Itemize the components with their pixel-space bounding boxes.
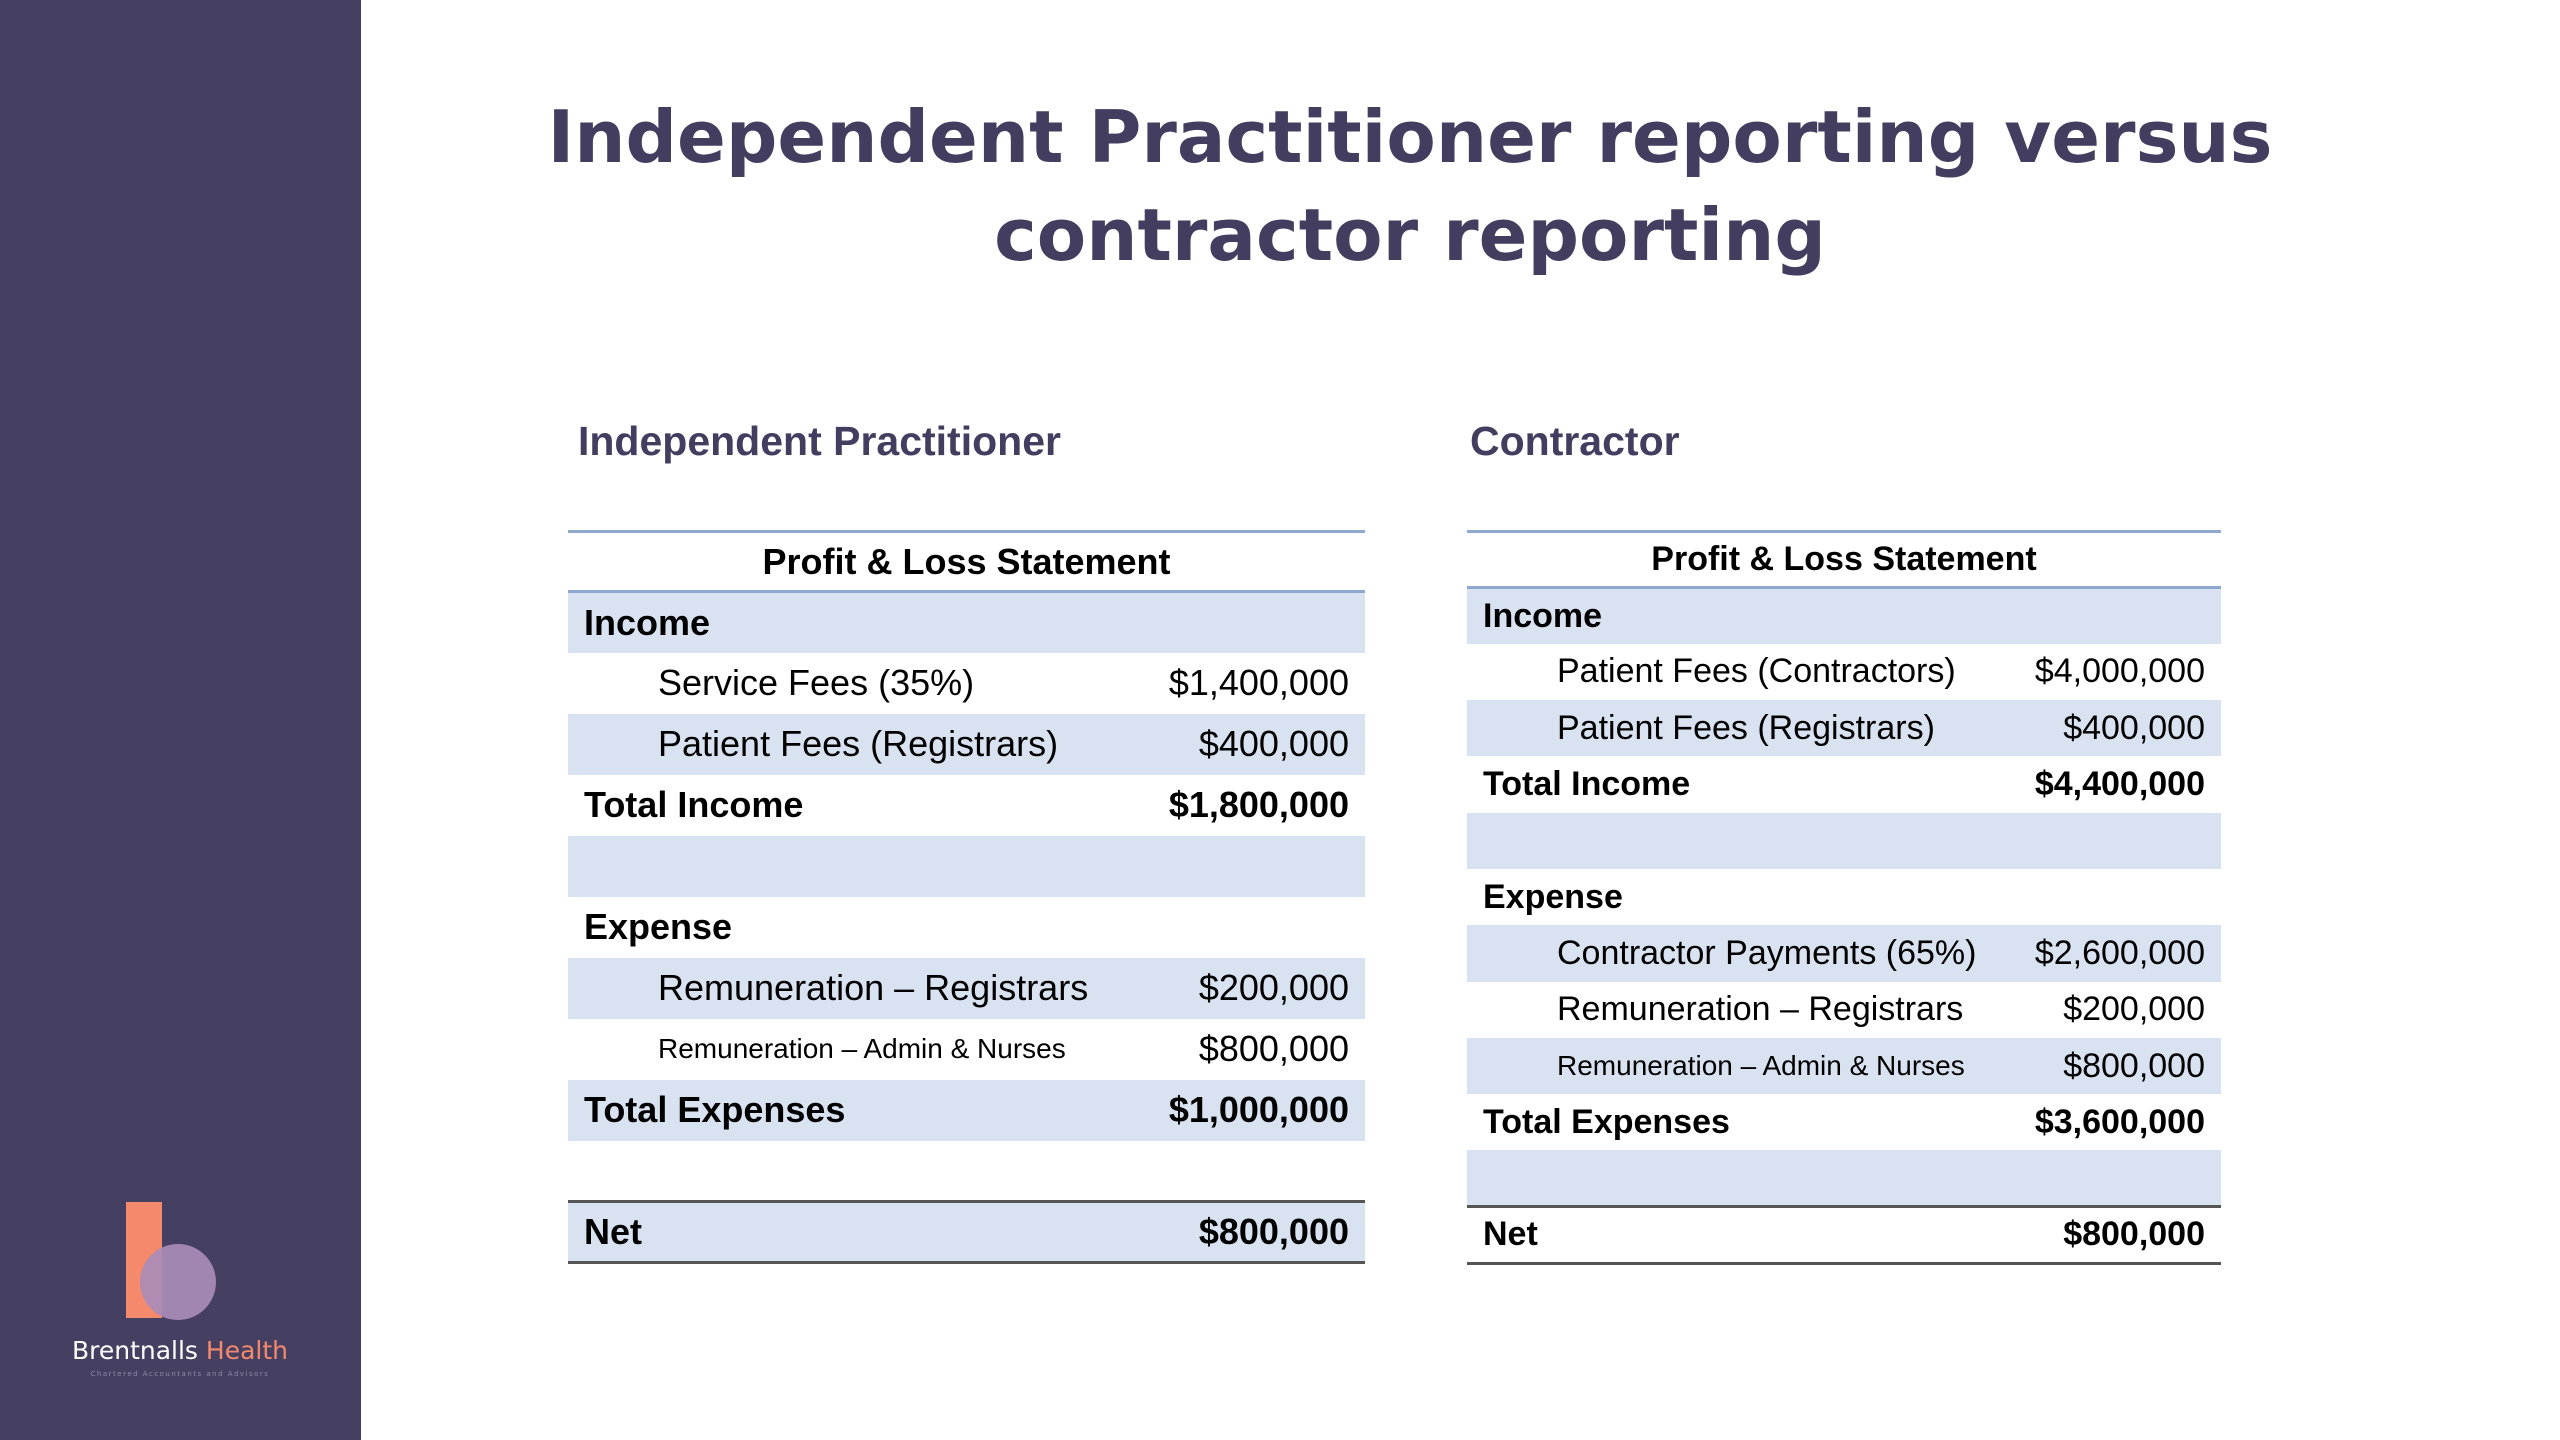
row-value: $200,000 [2063, 990, 2205, 1029]
row-value: $2,600,000 [2034, 933, 2205, 972]
table-row: Patient Fees (Registrars) $400,000 [1467, 700, 2221, 757]
total-expenses-row: Total Expenses $1,000,000 [568, 1079, 1365, 1141]
net-label: Net [1467, 1205, 1844, 1265]
net-value: $800,000 [966, 1200, 1365, 1264]
table-row: Remuneration – Admin & Nurses $800,000 [568, 1019, 1365, 1080]
table-title: Profit & Loss Statement [568, 530, 1365, 593]
table-header-row: Profit & Loss Statement [568, 530, 1365, 593]
table-header-row: Profit & Loss Statement [1467, 530, 2221, 589]
slide-title: Independent Practitioner reporting versu… [460, 88, 2360, 284]
total-expenses-row: Total Expenses $3,600,000 [1467, 1094, 2221, 1150]
row-value: $400,000 [2063, 708, 2205, 747]
contractor-pl-table: Profit & Loss Statement Income Patient F… [1467, 530, 2221, 1265]
expense-label: Expense [1483, 877, 1623, 916]
row-value: $200,000 [1198, 967, 1349, 1008]
total-expenses-value: $3,600,000 [2034, 1102, 2205, 1141]
row-label: Patient Fees (Registrars) [658, 723, 1059, 764]
net-row: Net $800,000 [568, 1200, 1365, 1264]
sidebar-panel: Brentnalls Health Chartered Accountants … [0, 0, 361, 1440]
row-value: $4,000,000 [2034, 652, 2205, 691]
row-value: $800,000 [2063, 1046, 2205, 1085]
spacer-row [1467, 812, 2221, 869]
total-expenses-value: $1,000,000 [1168, 1089, 1349, 1130]
total-income-label: Total Income [584, 784, 804, 825]
table-title: Profit & Loss Statement [1467, 530, 2221, 589]
row-value: $800,000 [1198, 1028, 1349, 1069]
row-label: Remuneration – Registrars [1557, 990, 1964, 1029]
income-label: Income [1483, 596, 1603, 635]
table-row: Patient Fees (Contractors) $4,000,000 [1467, 644, 2221, 700]
row-label: Remuneration – Admin & Nurses [658, 1033, 1066, 1064]
total-expenses-label: Total Expenses [584, 1089, 846, 1130]
expense-label: Expense [584, 906, 733, 947]
net-label: Net [568, 1200, 967, 1264]
row-label: Service Fees (35%) [658, 662, 975, 703]
logo-circle-shape [140, 1244, 216, 1320]
spacer-row [568, 835, 1365, 897]
row-value: $1,400,000 [1168, 662, 1349, 703]
total-income-label: Total Income [1483, 765, 1691, 804]
logo-tagline: Chartered Accountants and Advisors [90, 1370, 270, 1378]
net-row: Net $800,000 [1467, 1205, 2221, 1265]
total-expenses-label: Total Expenses [1483, 1102, 1730, 1141]
total-income-value: $1,800,000 [1168, 784, 1349, 825]
net-value: $800,000 [1844, 1205, 2221, 1265]
table-row: Patient Fees (Registrars) $400,000 [568, 713, 1365, 775]
income-label: Income [584, 601, 711, 643]
spacer-row [1467, 1150, 2221, 1207]
expense-section-row: Expense [568, 897, 1365, 958]
row-label: Remuneration – Admin & Nurses [1557, 1050, 1965, 1082]
row-label: Patient Fees (Registrars) [1557, 708, 1935, 747]
table-row: Remuneration – Admin & Nurses $800,000 [1467, 1037, 2221, 1095]
table-row: Service Fees (35%) $1,400,000 [568, 653, 1365, 714]
table-row: Remuneration – Registrars $200,000 [1467, 982, 2221, 1038]
contractor-heading: Contractor [1470, 418, 1680, 464]
income-section-row: Income [1467, 587, 2221, 644]
total-income-row: Total Income $4,400,000 [1467, 756, 2221, 812]
expense-section-row: Expense [1467, 869, 2221, 925]
slide-title-line-1: Independent Practitioner reporting versu… [547, 95, 2273, 179]
total-income-row: Total Income $1,800,000 [568, 775, 1365, 836]
slide-title-line-2: contractor reporting [994, 193, 1826, 277]
logo-brand-accent: Health [205, 1336, 289, 1365]
total-income-value: $4,400,000 [2034, 765, 2205, 804]
logo-brand-primary: Brentnalls [71, 1336, 198, 1365]
table-row: Remuneration – Registrars $200,000 [568, 957, 1365, 1019]
income-section-row: Income [568, 591, 1365, 653]
brentnalls-logo: Brentnalls Health Chartered Accountants … [60, 1190, 300, 1390]
independent-practitioner-heading: Independent Practitioner [578, 418, 1061, 464]
spacer-row [568, 1141, 1365, 1202]
row-label: Remuneration – Registrars [658, 967, 1089, 1008]
row-label: Contractor Payments (65%) [1557, 933, 1977, 972]
row-label: Patient Fees (Contractors) [1557, 652, 1956, 691]
independent-practitioner-pl-table: Profit & Loss Statement Income Service F… [568, 530, 1365, 1264]
row-value: $400,000 [1198, 723, 1349, 764]
table-row: Contractor Payments (65%) $2,600,000 [1467, 925, 2221, 982]
logo-wordmark: Brentnalls Health [60, 1336, 300, 1365]
